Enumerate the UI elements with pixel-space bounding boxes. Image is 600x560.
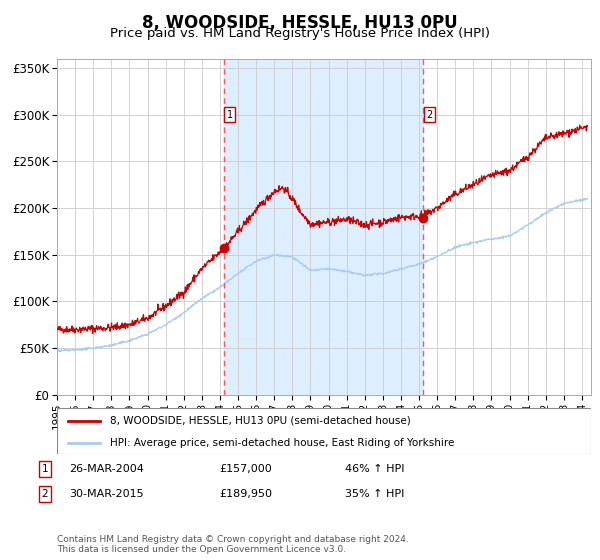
Text: £189,950: £189,950 — [219, 489, 272, 499]
Text: Contains HM Land Registry data © Crown copyright and database right 2024.
This d: Contains HM Land Registry data © Crown c… — [57, 535, 409, 554]
Text: 8, WOODSIDE, HESSLE, HU13 0PU (semi-detached house): 8, WOODSIDE, HESSLE, HU13 0PU (semi-deta… — [110, 416, 411, 426]
FancyBboxPatch shape — [57, 408, 591, 454]
Text: 8, WOODSIDE, HESSLE, HU13 0PU: 8, WOODSIDE, HESSLE, HU13 0PU — [142, 14, 458, 32]
Text: 1: 1 — [227, 110, 233, 120]
Text: Price paid vs. HM Land Registry's House Price Index (HPI): Price paid vs. HM Land Registry's House … — [110, 27, 490, 40]
Bar — [224, 59, 424, 395]
Text: 2: 2 — [426, 110, 433, 120]
Text: 30-MAR-2015: 30-MAR-2015 — [69, 489, 143, 499]
Text: 26-MAR-2004: 26-MAR-2004 — [69, 464, 144, 474]
Text: 2: 2 — [41, 489, 49, 499]
Text: HPI: Average price, semi-detached house, East Riding of Yorkshire: HPI: Average price, semi-detached house,… — [110, 438, 455, 449]
Text: 46% ↑ HPI: 46% ↑ HPI — [345, 464, 404, 474]
Text: 35% ↑ HPI: 35% ↑ HPI — [345, 489, 404, 499]
Text: 1: 1 — [41, 464, 49, 474]
Text: £157,000: £157,000 — [219, 464, 272, 474]
